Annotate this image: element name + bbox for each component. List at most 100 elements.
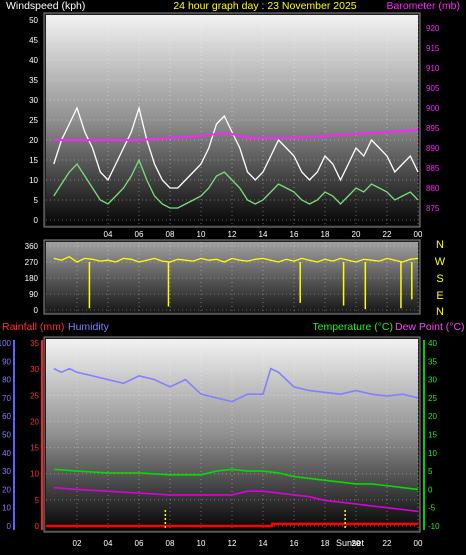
direction-tick-label: 360 — [25, 242, 39, 251]
windspeed-plot-area — [46, 15, 418, 225]
windspeed-tick-label: 10 — [29, 176, 38, 185]
windspeed-x-tick-label: 10 — [197, 230, 206, 239]
wind_avg-line — [53, 158, 419, 209]
direction-tick-label: 90 — [29, 290, 38, 299]
windspeed-x-tick-label: 22 — [383, 230, 392, 239]
temperature-tick-label: 10 — [428, 449, 437, 458]
barometer-tick-label: 920 — [426, 24, 440, 33]
barometer-tick-label: 905 — [426, 84, 440, 93]
temperature-tick-label: 20 — [428, 412, 437, 421]
windspeed-tick-label: 25 — [29, 116, 38, 125]
graph-title: 24 hour graph day : 23 November 2025 — [173, 0, 356, 12]
temperature-tick-label: 30 — [428, 376, 437, 385]
humidity-line — [53, 367, 419, 403]
barometer-tick-label: 895 — [426, 124, 440, 133]
humidity-tick-label: 30 — [2, 467, 11, 476]
direction-tick-label: 180 — [25, 274, 39, 283]
windspeed-tick-label: 30 — [29, 96, 38, 105]
windspeed-x-tick-label: 00 — [414, 230, 423, 239]
temperature-tick-label: -10 — [428, 522, 440, 531]
humidity-tick-label: 70 — [2, 394, 11, 403]
rainfall-tick-label: 5 — [35, 496, 40, 505]
windspeed-tick-label: 20 — [29, 136, 38, 145]
windspeed-x-tick-label: 14 — [259, 230, 268, 239]
temperature-series — [46, 367, 419, 528]
barometer-tick-label: 885 — [426, 164, 440, 173]
direction-tick-label: 0 — [34, 306, 39, 315]
rainfall-tick-label: 20 — [30, 417, 39, 426]
windspeed-x-tick-label: 20 — [352, 230, 361, 239]
windspeed-x-tick-label: 04 — [104, 230, 113, 239]
rainfall-tick-label: 0 — [35, 522, 40, 531]
barometer-tick-label: 915 — [426, 44, 440, 53]
temperature-x-tick-label: 06 — [135, 539, 144, 548]
rainfall-tick-label: 15 — [30, 444, 39, 453]
humidity-tick-label: 50 — [2, 431, 11, 440]
temperature-x-tick-label: 10 — [197, 539, 206, 548]
direction-axes: 0 90 180 270 360 — [25, 242, 39, 315]
direction-tick-label: 270 — [25, 258, 39, 267]
barometer-tick-label: 910 — [426, 64, 440, 73]
temperature-tick-label: -5 — [428, 504, 436, 513]
temperature-tick-label: 15 — [428, 431, 437, 440]
windspeed-axes: 0 5 10 15 20 25 30 35 40 45 50 875 880 885 890 895 900 90… — [29, 16, 440, 239]
compass-n-bottom: N — [436, 306, 444, 318]
temperature-plot-area — [46, 339, 418, 530]
windspeed-x-tick-label: 18 — [321, 230, 330, 239]
temperature-x-tick-label: 02 — [73, 539, 82, 548]
compass-e: E — [436, 290, 443, 302]
barometer-tick-label: 890 — [426, 144, 440, 153]
direction-plot-area — [46, 242, 418, 312]
windspeed-x-tick-label: 06 — [135, 230, 144, 239]
temperature-tick-label: 25 — [428, 394, 437, 403]
humidity-axis-title: Humidity — [68, 321, 110, 333]
temperature-x-tick-label: 12 — [228, 539, 237, 548]
temperature-x-tick-label: 08 — [166, 539, 175, 548]
barometer-tick-label: 900 — [426, 104, 440, 113]
temperature-x-tick-label: 18 — [321, 539, 330, 548]
temperature-line — [53, 468, 419, 491]
humidity-tick-label: 80 — [2, 376, 11, 385]
windspeed-grid — [46, 15, 419, 225]
windspeed-tick-label: 15 — [29, 156, 38, 165]
rainfall-tick-label: 30 — [30, 365, 39, 374]
temperature-tick-label: 35 — [428, 357, 437, 366]
humidity-tick-label: 40 — [2, 449, 11, 458]
temperature-axes: 051015202530350102030405060708090100-10-… — [0, 339, 440, 548]
windspeed-tick-label: 0 — [34, 216, 39, 225]
temperature-tick-label: 0 — [428, 485, 433, 494]
humidity-tick-label: 90 — [2, 357, 11, 366]
temperature-x-tick-label: 14 — [259, 539, 268, 548]
barometer-tick-label: 880 — [426, 184, 440, 193]
temperature-tick-label: 5 — [428, 467, 433, 476]
barometer-tick-label: 875 — [426, 204, 440, 213]
windspeed-tick-label: 40 — [29, 56, 38, 65]
compass-w: W — [435, 256, 446, 268]
dewpoint-axis-title: Dew Point (°C) — [395, 321, 465, 333]
windspeed-tick-label: 45 — [29, 36, 38, 45]
wind_max-line — [53, 105, 419, 189]
temperature-x-tick-label: 04 — [104, 539, 113, 548]
windspeed-tick-label: 50 — [29, 16, 38, 25]
windspeed-axis-title: Windspeed (kph) — [6, 0, 85, 12]
direction-line — [53, 255, 419, 263]
sunset-label: Sunset — [336, 538, 365, 548]
barometer-line — [53, 129, 419, 141]
rainfall-tick-label: 25 — [30, 391, 39, 400]
temperature-x-tick-label: 00 — [414, 539, 423, 548]
temperature-x-tick-label: 16 — [290, 539, 299, 548]
windspeed-series — [53, 105, 419, 209]
rainfall-axis-title: Rainfall (mm) — [2, 321, 64, 333]
windspeed-x-tick-label: 08 — [166, 230, 175, 239]
windspeed-x-tick-label: 12 — [228, 230, 237, 239]
humidity-tick-label: 0 — [7, 522, 12, 531]
barometer-axis-title: Barometer (mb) — [386, 0, 460, 12]
temperature-x-tick-label: 20 — [352, 539, 361, 548]
rainfall-tick-label: 10 — [30, 470, 39, 479]
compass-s: S — [436, 273, 443, 285]
humidity-tick-label: 10 — [2, 504, 11, 513]
temperature-x-tick-label: 22 — [383, 539, 392, 548]
compass-n-top: N — [436, 239, 444, 251]
direction-series — [53, 255, 419, 310]
